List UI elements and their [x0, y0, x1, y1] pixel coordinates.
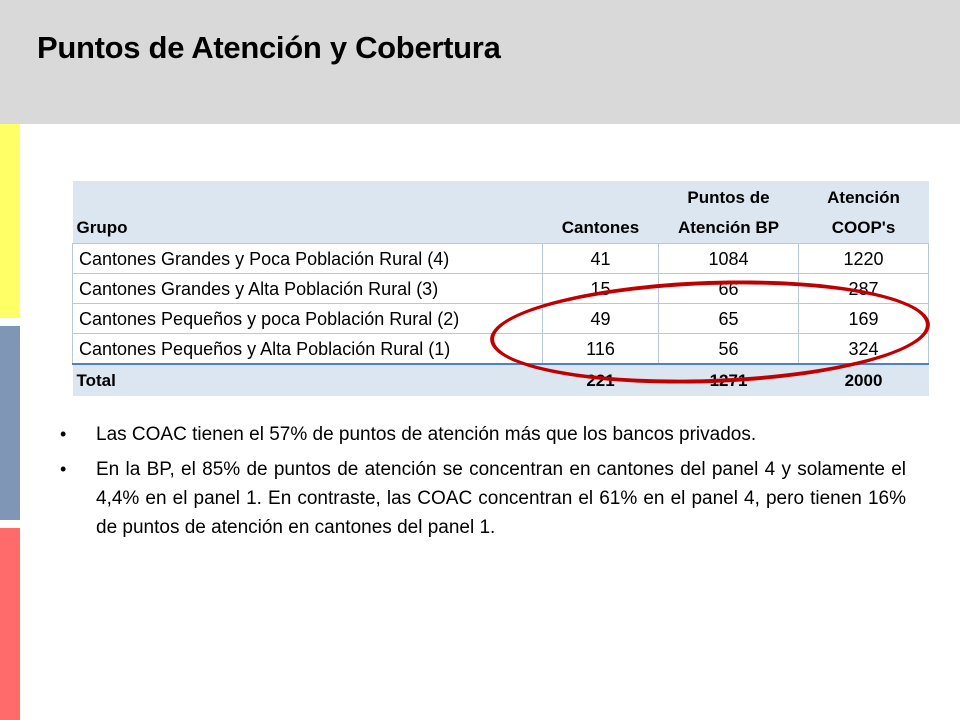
slide-title: Puntos de Atención y Cobertura — [37, 30, 501, 65]
table-row: Cantones Pequeños y poca Población Rural… — [72, 303, 929, 334]
header-coop: Atención COOP's — [798, 181, 929, 244]
cell-coop: 169 — [798, 303, 929, 334]
slide-header: Puntos de Atención y Cobertura — [0, 0, 960, 124]
bullet-dot-icon: • — [60, 459, 67, 479]
table-row: Cantones Pequeños y Alta Población Rural… — [72, 333, 929, 365]
cell-puntos-bp: 66 — [658, 273, 799, 304]
header-cantones: Cantones — [542, 181, 659, 244]
table-header-row: Grupo Cantones Puntos de Atención BP Ate… — [72, 181, 929, 244]
cell-puntos-bp: 56 — [658, 333, 799, 365]
cell-cantones: 49 — [542, 303, 659, 334]
header-puntos-bp-line2: Atención BP — [677, 218, 780, 237]
cell-grupo: Cantones Pequeños y Alta Población Rural… — [72, 333, 543, 365]
cell-cantones: 41 — [542, 243, 659, 274]
bullet-text: Las COAC tienen el 57% de puntos de aten… — [96, 424, 757, 445]
cell-coop: 287 — [798, 273, 929, 304]
accent-bar-yellow — [0, 124, 20, 318]
header-coop-line1: Atención — [827, 188, 900, 207]
cell-cantones: 15 — [542, 273, 659, 304]
bullet-item: • En la BP, el 85% de puntos de atención… — [60, 455, 906, 542]
total-puntos-bp: 1271 — [658, 363, 799, 396]
bullet-item: • Las COAC tienen el 57% de puntos de at… — [60, 420, 906, 449]
header-grupo: Grupo — [72, 181, 543, 244]
cell-grupo: Cantones Grandes y Alta Población Rural … — [72, 273, 543, 304]
accent-bar-blue — [0, 326, 20, 520]
bullet-text: En la BP, el 85% de puntos de atención s… — [96, 459, 906, 538]
cell-cantones: 116 — [542, 333, 659, 365]
accent-bar-red — [0, 528, 20, 720]
total-cantones: 221 — [542, 363, 659, 396]
cobertura-table: Grupo Cantones Puntos de Atención BP Ate… — [72, 181, 929, 396]
cell-coop: 324 — [798, 333, 929, 365]
cell-grupo: Cantones Pequeños y poca Población Rural… — [72, 303, 543, 334]
table-row: Cantones Grandes y Poca Población Rural … — [72, 243, 929, 274]
table-total-row: Total 221 1271 2000 — [72, 363, 929, 396]
total-coop: 2000 — [798, 363, 929, 396]
data-table-container: Grupo Cantones Puntos de Atención BP Ate… — [72, 181, 929, 396]
cell-grupo: Cantones Grandes y Poca Población Rural … — [72, 243, 543, 274]
cell-puntos-bp: 1084 — [658, 243, 799, 274]
table-row: Cantones Grandes y Alta Población Rural … — [72, 273, 929, 304]
bullet-dot-icon: • — [60, 424, 67, 444]
cell-coop: 1220 — [798, 243, 929, 274]
cell-puntos-bp: 65 — [658, 303, 799, 334]
header-puntos-bp: Puntos de Atención BP — [658, 181, 799, 244]
total-label: Total — [72, 363, 543, 396]
bullet-list: • Las COAC tienen el 57% de puntos de at… — [60, 420, 906, 548]
header-coop-line2: COOP's — [831, 218, 896, 237]
header-puntos-bp-line1: Puntos de — [687, 188, 770, 207]
